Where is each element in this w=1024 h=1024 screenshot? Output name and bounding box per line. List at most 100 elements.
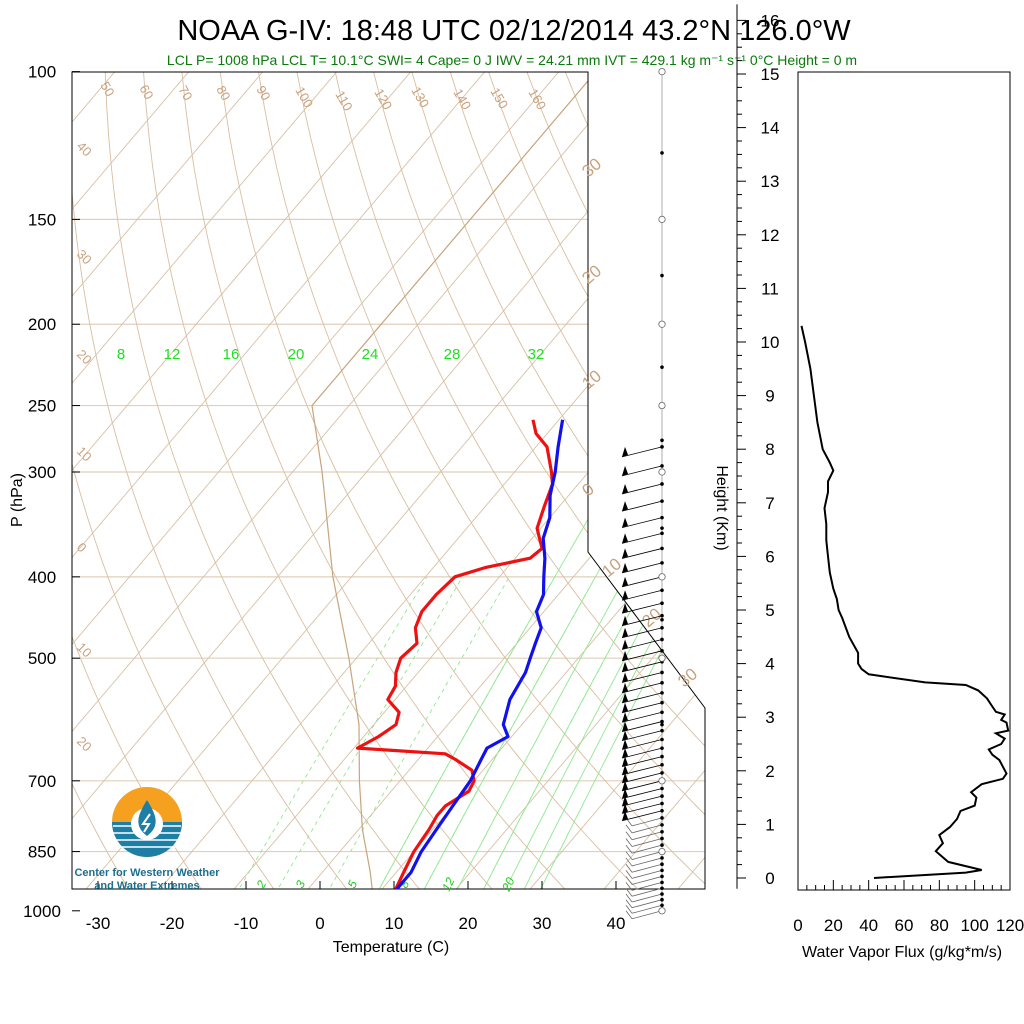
wind-barb [621,739,663,750]
wind-barb [621,756,663,767]
wind-barb-feather [625,893,633,903]
isotherm-line [422,72,705,889]
x-tick-label: 30 [533,914,552,933]
height-tick-label: 4 [765,655,774,674]
dry-adiabat-label: 20 [74,734,95,755]
mixing-ratio-line [306,576,510,889]
wind-barb [631,857,663,867]
height-tick-label: 3 [765,708,774,727]
calm-circle [658,215,666,223]
wind-barb-flag [622,672,628,683]
wind-barbs [621,68,666,920]
flux-x-axis-label: Water Vapor Flux (g/kg*m/s) [802,944,1002,961]
isotherm-label: 0 [578,479,597,500]
dry-adiabat-label: 30 [74,247,95,268]
barb-dot [660,151,664,155]
mixing-ratio-label: 20 [288,346,305,363]
barb-dot [660,763,664,767]
barb-dot [660,843,664,847]
wind-barb-flag [622,756,628,767]
isotherm-label: 20 [578,261,605,288]
wind-barb [621,772,663,784]
wind-barb [631,893,663,903]
mixing-ratio-line [254,576,463,889]
wind-barb-flag [622,803,628,814]
height-tick-label: 1 [765,815,774,834]
wind-barb-feather [625,910,633,920]
isotherm-line [496,72,705,889]
barb-dot [660,754,664,759]
calm-circle [658,907,666,915]
mixing-ratio-label: 16 [223,346,240,363]
parcel-curve [311,72,597,889]
isotherm-label: 30 [578,154,605,181]
barb-dot [660,613,664,618]
y-tick-label: 300 [28,463,56,482]
wind-barb [621,730,663,742]
wind-barb [631,904,663,914]
dry-adiabat-label: 70 [175,83,195,103]
wind-barb-flag [622,465,628,476]
isotherm-line [348,72,705,889]
wind-barb [621,702,663,714]
height-tick-label: 6 [765,547,774,566]
mixing-ratio-line [463,358,705,889]
barb-dot [660,588,664,593]
wind-barb [621,517,663,529]
height-tick-label: 11 [761,279,779,298]
barb-dot [660,601,664,606]
mixing-ratio-line [463,576,650,889]
wind-barb-feather [625,838,633,847]
barb-dot [660,561,664,565]
y-tick-label: 1000 [23,902,61,921]
wind-barb [621,764,663,776]
dry-adiabat-line [72,72,154,889]
wind-barb-feather [625,870,633,879]
wind-barb-flag [622,562,628,573]
dry-adiabat-line [296,72,705,889]
barb-dot [660,903,664,908]
flux-tick-label: 100 [960,916,988,935]
barb-dot [660,829,664,834]
dry-adiabat-line [104,72,454,889]
barb-dot [660,771,664,775]
barb-dot [660,874,664,879]
barb-dot [660,617,664,622]
wind-barb [631,899,663,909]
barb-dot [660,482,664,486]
barb-dot [660,856,664,860]
calm-circle [658,468,666,476]
height-tick-label: 14 [761,119,780,138]
skewt-profiles [355,419,565,889]
barb-dot [660,868,664,873]
barb-dot [660,728,664,733]
x-tick-label: 20 [459,914,478,933]
dry-adiabat-line [219,72,679,889]
wind-barb [621,465,663,477]
mixing-ratio-label: 12 [164,346,181,363]
wind-barb-flag [622,627,628,638]
barb-dot [660,670,664,675]
wind-barb [621,711,663,723]
isotherm-line [72,72,634,889]
wind-barb-feather [625,831,633,840]
mixing-ratio-line [357,576,556,889]
y-tick-label: 200 [28,315,56,334]
wind-barb [631,910,663,920]
barb-dot [660,499,664,503]
wind-barb-flag [622,517,628,528]
mixing-ratio-label: 12 [439,875,457,893]
dry-adiabat-label: 20 [74,347,95,368]
flux-panel-frame [797,71,1011,891]
wind-barb-feather [625,844,633,854]
calm-circle [658,320,666,328]
flux-tick-label: 60 [895,916,914,935]
barb-dot [660,722,664,727]
flux-tick-label: 20 [824,916,843,935]
temperature-profile [355,419,555,889]
barb-dot [660,438,664,443]
dry-adiabat-line [603,72,705,889]
wind-barb [621,682,663,694]
calm-circle [658,777,666,785]
wind-barb [621,548,663,559]
